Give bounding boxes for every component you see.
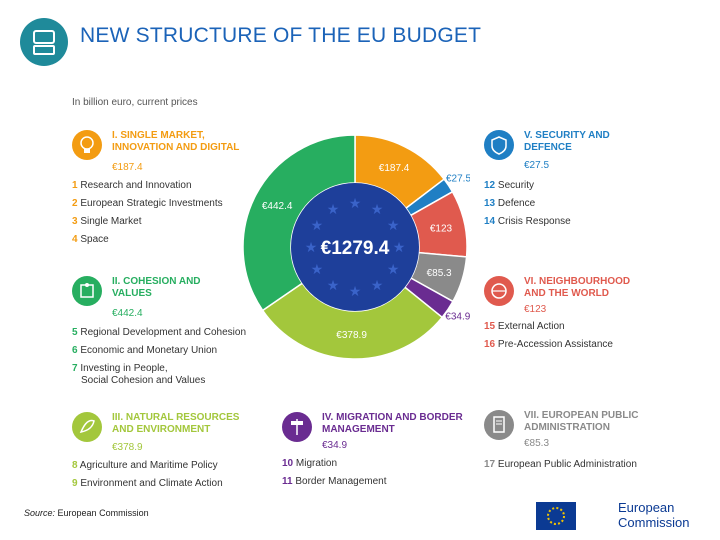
category-amount: €85.3 (524, 438, 550, 449)
star-icon: ★ (393, 239, 406, 255)
category-amount: €378.9 (112, 442, 143, 453)
star-icon: ★ (311, 261, 324, 277)
star-icon: ★ (327, 201, 340, 217)
star-icon: ★ (349, 195, 362, 211)
star-icon: ★ (387, 261, 400, 277)
shield-icon (484, 130, 514, 160)
segment-value-label: €27.5 (446, 174, 470, 185)
european-commission-logo: European Commission (516, 496, 696, 534)
budget-donut-chart: €187.4€27.5€123€85.3€34.9€378.9€442.4 ★ ★… (242, 134, 470, 360)
segment-value-label: €85.3 (427, 268, 452, 279)
list-item: 16 Pre-Accession Assistance (484, 339, 613, 350)
star-icon: ★ (349, 283, 362, 299)
list-item: 13 Defence (484, 198, 536, 209)
document-icon (484, 410, 514, 440)
category-amount: €27.5 (524, 160, 550, 171)
category-heading: VII. EUROPEAN PUBLIC ADMINISTRATION (524, 410, 639, 433)
globe-icon (484, 276, 514, 306)
list-item: 5 Regional Development and Cohesion (72, 327, 247, 338)
center-disc (291, 183, 419, 311)
list-item: 9 Environment and Climate Action (72, 478, 223, 489)
segment-value-label: €123 (430, 223, 453, 234)
source-note: Source: European Commission (24, 508, 149, 518)
list-item: 17 European Public Administration (484, 459, 637, 470)
category-heading: I. SINGLE MARKET, INNOVATION AND DIGITAL (112, 130, 240, 153)
star-icon: ★ (387, 217, 400, 233)
list-item: 7 Investing in People, (72, 363, 168, 374)
segment-value-label: €187.4 (379, 163, 410, 174)
list-item-continuation: Social Cohesion and Values (81, 375, 206, 386)
category-amount: €123 (524, 304, 547, 315)
list-item: 14 Crisis Response (484, 216, 571, 227)
segment-value-label: €34.9 (445, 311, 470, 322)
leaf-icon (72, 412, 102, 442)
list-item: 4 Space (72, 234, 109, 245)
list-item: 15 External Action (484, 321, 565, 332)
star-icon: ★ (371, 201, 384, 217)
category-amount: €187.4 (112, 162, 143, 173)
eu-flag-icon (536, 502, 576, 530)
list-item: 6 Economic and Monetary Union (72, 345, 218, 356)
page-title: NEW STRUCTURE OF THE EU BUDGET (80, 24, 482, 47)
list-item: 3 Single Market (72, 216, 142, 227)
list-item: 10 Migration (282, 458, 338, 469)
list-item: 2 European Strategic Investments (72, 198, 223, 209)
list-item: 8 Agriculture and Maritime Policy (72, 460, 218, 471)
lightbulb-icon (72, 130, 102, 160)
category-heading: VI. NEIGHBOURHOOD AND THE WORLD (524, 276, 631, 299)
star-icon: ★ (311, 217, 324, 233)
list-item: 11 Border Management (282, 476, 387, 487)
star-icon: ★ (371, 277, 384, 293)
puzzle-icon (72, 276, 102, 306)
segment-value-label: €378.9 (336, 330, 367, 341)
category-amount: €442.4 (112, 308, 143, 319)
list-item: 1 Research and Innovation (72, 180, 192, 191)
star-icon: ★ (327, 277, 340, 293)
category-heading: V. SECURITY AND DEFENCE (524, 130, 610, 153)
star-icon: ★ (305, 239, 318, 255)
category-heading: II. COHESION AND VALUES (112, 276, 201, 299)
signpost-icon (282, 412, 312, 442)
segment-value-label: €442.4 (262, 201, 293, 212)
category-heading: III. NATURAL RESOURCES AND ENVIRONMENT (112, 412, 240, 435)
logo-text: European Commission (618, 500, 690, 530)
donut-segment (261, 282, 444, 360)
unit-note: In billion euro, current prices (72, 97, 198, 108)
category-amount: €34.9 (322, 440, 348, 451)
category-heading: IV. MIGRATION AND BORDER MANAGEMENT (322, 412, 463, 435)
center-total: €1279.4 (321, 238, 390, 259)
title-icon (20, 18, 68, 66)
list-item: 12 Security (484, 180, 535, 191)
